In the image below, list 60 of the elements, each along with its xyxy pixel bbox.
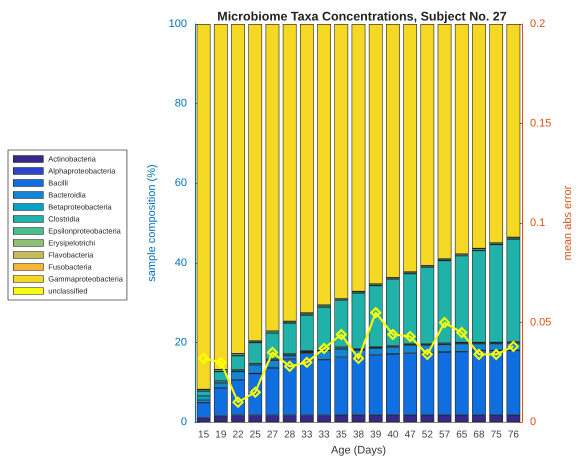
point <box>387 329 398 340</box>
x-tick-label: 47 <box>404 430 416 441</box>
bar <box>472 24 486 249</box>
point <box>422 348 433 360</box>
x-tick-label: 22 <box>232 430 244 441</box>
x-tick-label: 15 <box>198 430 210 441</box>
bar <box>300 315 314 351</box>
y-tick-label: 100 <box>168 18 187 30</box>
point <box>439 317 450 328</box>
chart-title: Microbiome Taxa Concentrations, Subject No. 27 <box>217 10 507 24</box>
point <box>266 346 278 358</box>
x-tick-label: 52 <box>422 430 434 441</box>
x-axis-title: Age (Days) <box>330 444 386 456</box>
x-tick-label: 76 <box>508 430 520 441</box>
x-tick-label: 75 <box>490 430 502 441</box>
bar <box>266 24 280 331</box>
y2-tick-label: 0.2 <box>530 18 546 30</box>
y-tick-label: 20 <box>174 336 187 348</box>
bar <box>300 24 314 314</box>
point <box>198 352 210 364</box>
x-tick-label: 27 <box>266 430 278 441</box>
bar <box>231 24 245 354</box>
bar <box>334 24 348 299</box>
point <box>473 348 484 360</box>
y-tick-label: 60 <box>174 177 187 190</box>
y2-tick-label: 0.15 <box>530 118 552 130</box>
x-tick-label: 39 <box>370 430 382 441</box>
point <box>353 352 364 364</box>
bar <box>214 24 228 370</box>
bar <box>420 24 434 266</box>
x-tick-label: 35 <box>336 430 348 441</box>
x-tick-label: 68 <box>473 430 485 441</box>
point <box>370 307 382 318</box>
y2-tick-label: 0.1 <box>530 217 546 230</box>
x-tick-label: 25 <box>250 430 262 441</box>
point <box>456 327 468 338</box>
x-tick-label: 40 <box>387 430 399 441</box>
x-tick-label: 65 <box>456 430 468 441</box>
point <box>284 360 296 372</box>
y-tick-label: 40 <box>174 256 187 269</box>
x-tick-label: 28 <box>284 430 296 441</box>
y2-tick-label: 0 <box>530 416 536 428</box>
x-tick-label: 57 <box>438 430 451 441</box>
x-tick-label: 38 <box>352 430 364 441</box>
y-tick-label: 80 <box>174 98 187 110</box>
point <box>336 329 347 340</box>
point <box>318 342 330 354</box>
point <box>490 348 502 360</box>
point <box>215 356 226 368</box>
y-tick-label: 0 <box>180 416 187 428</box>
y-axis-title: sample composition (%) <box>146 164 158 282</box>
y2-axis-title: mean abs error <box>562 185 574 260</box>
point <box>301 356 312 368</box>
x-tick-label: 33 <box>318 430 330 441</box>
point <box>404 331 416 342</box>
y2-tick-label: 0.05 <box>530 316 552 329</box>
x-tick-label: 19 <box>215 430 227 441</box>
x-tick-label: 33 <box>301 430 313 441</box>
bar <box>317 24 331 306</box>
bar <box>196 402 210 418</box>
